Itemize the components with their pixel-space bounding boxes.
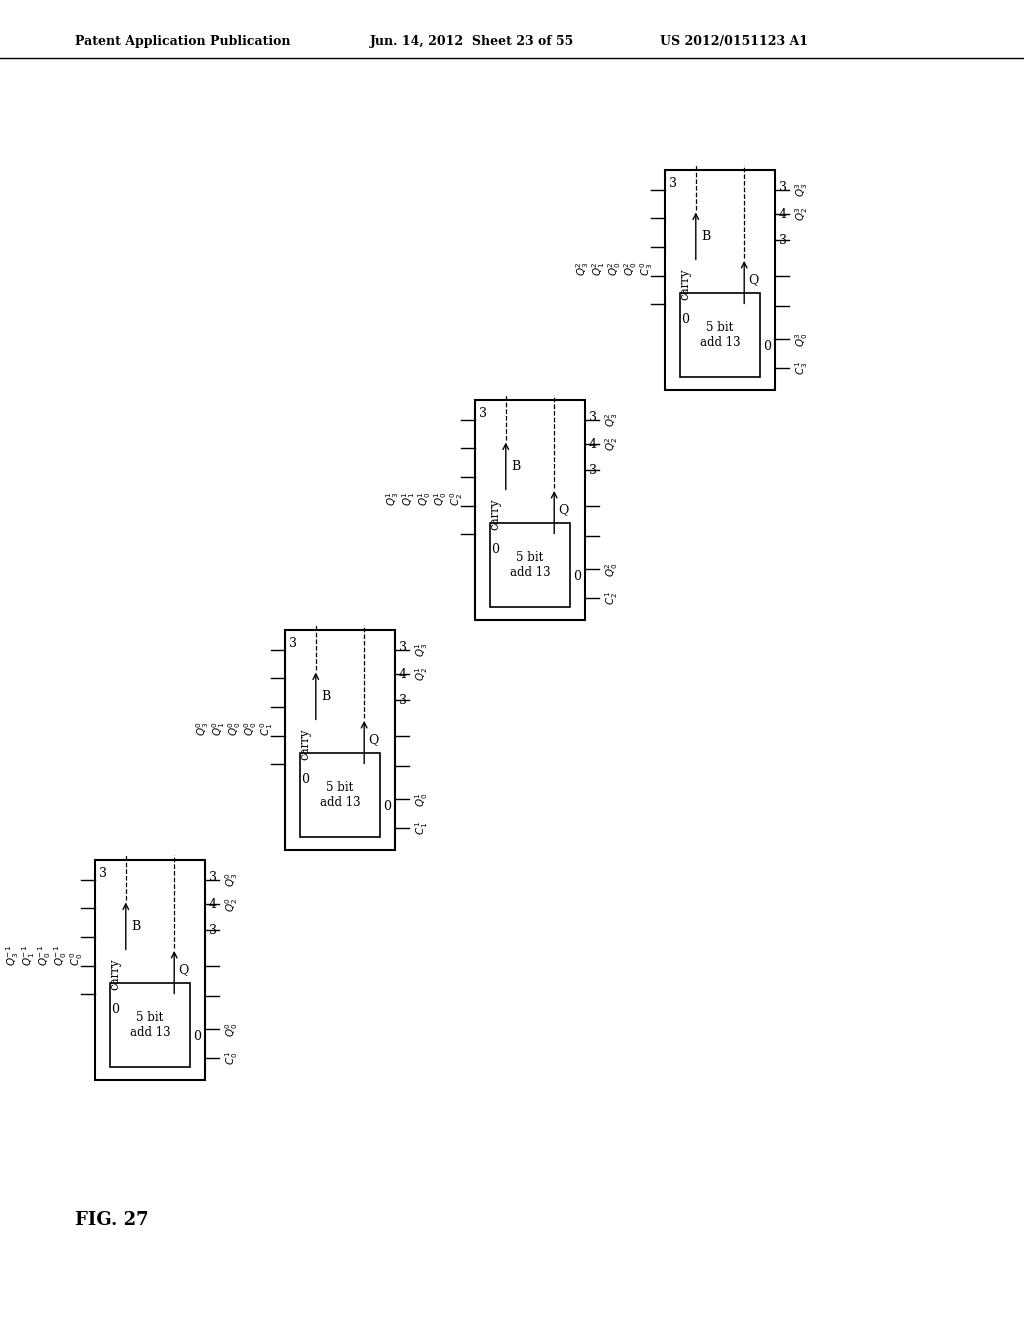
Text: 0: 0 — [111, 1003, 119, 1016]
Text: 3: 3 — [399, 694, 407, 708]
Text: 0: 0 — [193, 1030, 201, 1043]
Text: Q: Q — [749, 273, 759, 286]
Text: $Q^{2}_3$: $Q^{2}_3$ — [603, 412, 620, 428]
Text: Patent Application Publication: Patent Application Publication — [75, 36, 291, 49]
Text: $C^1_0$: $C^1_0$ — [223, 1051, 240, 1065]
Text: carry: carry — [488, 499, 502, 531]
Text: 5 bit
add 13: 5 bit add 13 — [130, 1011, 170, 1039]
Text: 3: 3 — [779, 181, 787, 194]
Text: 3: 3 — [589, 411, 597, 424]
Bar — [490, 523, 569, 607]
Text: $Q^{3}_3$: $Q^{3}_3$ — [793, 182, 810, 197]
Text: $Q^{0}_3$: $Q^{0}_3$ — [223, 873, 240, 887]
Text: 4: 4 — [399, 668, 407, 681]
Text: 3: 3 — [289, 636, 297, 649]
Text: $Q^{2}_3$: $Q^{2}_3$ — [574, 261, 592, 276]
Bar — [300, 754, 380, 837]
Text: 3: 3 — [399, 642, 407, 655]
Text: 4: 4 — [209, 898, 217, 911]
Text: $Q^{2}_0$: $Q^{2}_0$ — [623, 261, 639, 276]
Bar — [285, 630, 395, 850]
Text: 3: 3 — [209, 871, 217, 884]
Text: $Q^{-1}_1$: $Q^{-1}_1$ — [20, 945, 38, 966]
Text: 0: 0 — [573, 569, 581, 582]
Text: $Q^{1}_1$: $Q^{1}_1$ — [400, 491, 418, 506]
Text: 3: 3 — [589, 463, 597, 477]
Text: $Q^{2}_0$: $Q^{2}_0$ — [603, 562, 620, 577]
Text: $Q^{1}_0$: $Q^{1}_0$ — [413, 792, 430, 807]
Text: $C^1_2$: $C^1_2$ — [603, 591, 620, 605]
Text: $Q^{0}_2$: $Q^{0}_2$ — [223, 896, 240, 912]
Text: $Q^{2}_2$: $Q^{2}_2$ — [603, 437, 620, 451]
Text: 5 bit
add 13: 5 bit add 13 — [510, 550, 550, 579]
Bar — [680, 293, 760, 376]
Text: $C^0_3$: $C^0_3$ — [639, 261, 655, 276]
Text: 3: 3 — [99, 867, 106, 879]
Bar — [95, 861, 205, 1080]
Text: 4: 4 — [589, 437, 597, 450]
Text: B: B — [700, 230, 710, 243]
Bar — [475, 400, 585, 620]
Text: US 2012/0151123 A1: US 2012/0151123 A1 — [660, 36, 808, 49]
Text: $Q^{1}_3$: $Q^{1}_3$ — [385, 491, 401, 506]
Text: $C^1_1$: $C^1_1$ — [413, 821, 430, 836]
Text: Q: Q — [178, 964, 188, 977]
Text: B: B — [511, 459, 520, 473]
Text: $Q^{0}_0$: $Q^{0}_0$ — [223, 1022, 240, 1038]
Text: FIG. 27: FIG. 27 — [75, 1210, 148, 1229]
Text: 0: 0 — [490, 543, 499, 556]
Text: $Q^{-1}_0$: $Q^{-1}_0$ — [52, 945, 70, 966]
Text: 3: 3 — [209, 924, 217, 937]
Text: carry: carry — [678, 269, 691, 300]
Text: $Q^{1}_0$: $Q^{1}_0$ — [432, 491, 450, 506]
Text: Q: Q — [369, 734, 379, 747]
Text: $Q^{-1}_3$: $Q^{-1}_3$ — [4, 945, 22, 966]
Text: B: B — [321, 689, 330, 702]
Text: 0: 0 — [301, 774, 309, 787]
Text: 0: 0 — [383, 800, 391, 813]
Text: $C^0_1$: $C^0_1$ — [259, 722, 275, 735]
Text: $Q^{3}_0$: $Q^{3}_0$ — [793, 331, 810, 347]
Text: $Q^{0}_1$: $Q^{0}_1$ — [211, 721, 227, 735]
Text: $Q^{2}_0$: $Q^{2}_0$ — [606, 261, 624, 276]
Text: $C^1_3$: $C^1_3$ — [793, 360, 810, 375]
Text: $Q^{-1}_0$: $Q^{-1}_0$ — [37, 945, 53, 966]
Text: 3: 3 — [779, 234, 787, 247]
Text: $Q^{3}_2$: $Q^{3}_2$ — [793, 206, 810, 222]
Text: $Q^{0}_3$: $Q^{0}_3$ — [195, 721, 211, 735]
Text: $Q^{0}_0$: $Q^{0}_0$ — [226, 721, 244, 735]
Text: $Q^{1}_0$: $Q^{1}_0$ — [417, 491, 433, 506]
Text: 5 bit
add 13: 5 bit add 13 — [699, 321, 740, 348]
Text: 0: 0 — [763, 339, 771, 352]
Text: 3: 3 — [479, 407, 487, 420]
Text: $Q^{0}_0$: $Q^{0}_0$ — [243, 721, 259, 735]
Text: carry: carry — [109, 958, 121, 990]
Bar — [665, 170, 775, 389]
Text: 0: 0 — [681, 313, 689, 326]
Text: 4: 4 — [779, 207, 787, 220]
Text: $Q^{1}_2$: $Q^{1}_2$ — [413, 667, 430, 681]
Text: $C^0_0$: $C^0_0$ — [69, 952, 85, 966]
Text: $Q^{2}_1$: $Q^{2}_1$ — [591, 261, 607, 276]
Text: B: B — [131, 920, 140, 932]
Text: $Q^{1}_3$: $Q^{1}_3$ — [413, 643, 430, 657]
Text: 5 bit
add 13: 5 bit add 13 — [319, 781, 360, 809]
Text: $C^0_2$: $C^0_2$ — [449, 491, 465, 506]
Text: 3: 3 — [669, 177, 677, 190]
Bar — [111, 983, 189, 1067]
Text: carry: carry — [298, 729, 311, 760]
Text: Q: Q — [558, 503, 568, 516]
Text: Jun. 14, 2012  Sheet 23 of 55: Jun. 14, 2012 Sheet 23 of 55 — [370, 36, 574, 49]
